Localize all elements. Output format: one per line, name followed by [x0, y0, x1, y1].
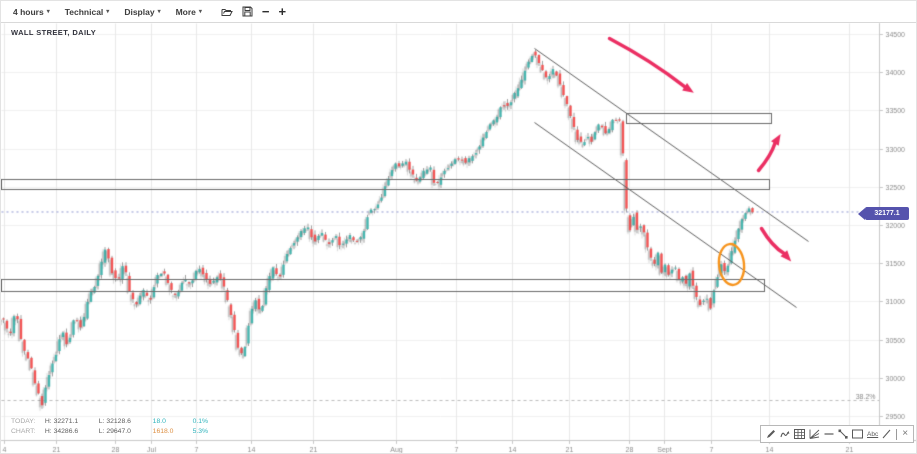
chart-stats-row: CHART: H: 34286.6 L: 29647.0 1618.0 5.3% — [11, 427, 208, 437]
drawing-toolbar: Abc × — [760, 425, 915, 443]
text-tool-button[interactable]: Abc — [867, 431, 878, 438]
chart-toolbar: 4 hours ▾ Technical ▾ Display ▾ More ▾ — [1, 1, 916, 23]
zoom-out-icon: − — [261, 4, 270, 19]
today-label: TODAY: — [11, 418, 36, 425]
diagonal-line-tool-button[interactable] — [882, 429, 891, 439]
technical-label: Technical — [64, 6, 104, 17]
today-high: H: 32271.1 — [44, 418, 79, 425]
open-folder-icon — [221, 7, 233, 17]
chart-stats: TODAY: H: 32271.1 L: 32128.6 18.0 0.1% C… — [11, 417, 208, 437]
toolbar-divider — [896, 428, 898, 440]
fan-lines-tool-button[interactable] — [809, 429, 820, 439]
zoom-in-button[interactable]: + — [279, 5, 287, 18]
horizontal-line-tool-icon — [824, 429, 834, 439]
horizontal-line-tool-button[interactable] — [824, 429, 834, 439]
close-icon: × — [902, 428, 909, 439]
chart-label: CHART: — [11, 428, 36, 435]
rectangle-tool-button[interactable] — [852, 429, 863, 439]
technical-menu[interactable]: Technical ▾ — [65, 7, 110, 17]
zoom-out-button[interactable]: − — [262, 5, 270, 18]
chart-high: H: 34286.6 — [44, 428, 79, 435]
today-stats-row: TODAY: H: 32271.1 L: 32128.6 18.0 0.1% — [11, 417, 208, 427]
close-toolbar-button[interactable]: × — [902, 429, 908, 439]
display-menu[interactable]: Display ▾ — [124, 7, 160, 17]
trend-line-tool-button[interactable] — [838, 429, 848, 439]
display-label: Display — [124, 6, 155, 17]
chart-low: L: 29647.0 — [98, 428, 131, 435]
current-price-value: 32177.1 — [865, 207, 909, 220]
trend-line-tool-icon — [838, 429, 848, 439]
price-badge-arrow-icon — [858, 207, 865, 220]
pen-tool-button[interactable] — [766, 429, 776, 439]
more-label: More — [175, 6, 196, 17]
fan-lines-tool-icon — [809, 429, 820, 439]
zoom-in-icon: + — [278, 4, 287, 19]
chart-range: 1618.0 — [152, 428, 174, 435]
today-range-pct: 0.1% — [192, 418, 209, 425]
more-menu[interactable]: More ▾ — [176, 7, 202, 17]
chevron-down-icon: ▾ — [157, 8, 161, 15]
pen-tool-icon — [766, 429, 776, 439]
chart-range-pct: 5.3% — [192, 428, 209, 435]
rectangle-tool-icon — [852, 429, 863, 439]
current-price-badge: 32177.1 — [858, 207, 909, 220]
diagonal-line-tool-icon — [882, 429, 891, 439]
today-range: 18.0 — [152, 418, 166, 425]
elliott-wave-tool-button[interactable] — [780, 429, 790, 439]
text-tool-icon: Abc — [867, 430, 879, 438]
chevron-down-icon: ▾ — [106, 8, 110, 15]
chevron-down-icon: ▾ — [198, 8, 202, 15]
timeframe-label: 4 hours — [13, 6, 44, 17]
timeframe-dropdown[interactable]: 4 hours ▾ — [13, 7, 50, 17]
fibonacci-grid-tool-icon — [794, 429, 805, 439]
today-low: L: 32128.6 — [98, 418, 131, 425]
save-button[interactable] — [242, 6, 253, 17]
chevron-down-icon: ▾ — [46, 8, 50, 15]
chart-symbol-title: WALL STREET, DAILY — [11, 28, 97, 37]
elliott-wave-tool-icon — [780, 429, 790, 439]
save-icon — [242, 6, 253, 17]
toolbar-icon-group: − + — [221, 5, 286, 18]
fibonacci-grid-tool-button[interactable] — [794, 429, 805, 439]
open-folder-button[interactable] — [221, 7, 233, 17]
